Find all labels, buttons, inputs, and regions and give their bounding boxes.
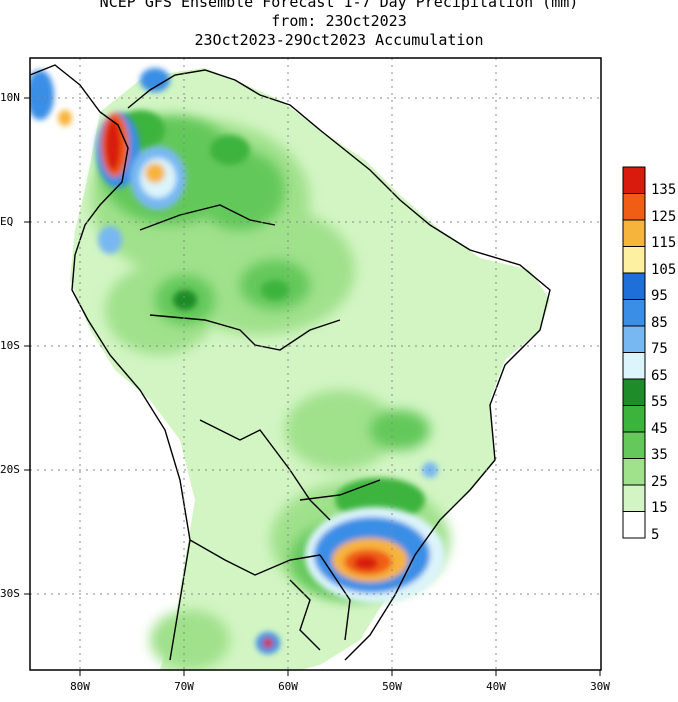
legend-label: 35 [651, 447, 668, 463]
legend-label: 115 [651, 235, 677, 251]
legend-label: 95 [651, 288, 668, 304]
lon-label-70w: 70W [174, 680, 194, 693]
legend-label: 75 [651, 341, 668, 357]
legend-swatch [622, 272, 646, 300]
lon-label-50w: 50W [382, 680, 402, 693]
legend-swatch [622, 246, 646, 274]
coastline-borders [30, 64, 551, 661]
legend-swatch [622, 219, 646, 247]
lon-label-40w: 40W [486, 680, 506, 693]
legend-label: 5 [651, 526, 660, 543]
legend-swatch [622, 405, 646, 433]
legend-label: 135 [651, 182, 677, 198]
accumulation-period: 23Oct2023-29Oct2023 Accumulation [194, 31, 484, 49]
legend-label: 55 [651, 394, 668, 410]
legend-swatch [622, 193, 646, 221]
lon-label-30w: 30W [590, 680, 610, 693]
lon-label-60w: 60W [278, 680, 298, 693]
legend-label: 25 [651, 473, 668, 490]
legend-swatch [622, 431, 646, 459]
forecast-start-date: from: 23Oct2023 [271, 12, 407, 30]
legend-label: 85 [651, 314, 668, 331]
legend-label: 125 [651, 208, 677, 225]
plot-area [30, 58, 601, 670]
legend-label: 45 [651, 420, 668, 437]
lat-label-eq: EQ [0, 215, 14, 228]
lat-label-30s: 30S [0, 587, 20, 600]
legend-swatch [622, 458, 646, 486]
legend-label: 65 [651, 367, 668, 384]
axis-ticks [24, 97, 601, 676]
map-title: NCEP GFS Ensemble Forecast 1-7 Day Preci… [99, 0, 579, 11]
legend-swatch [622, 484, 646, 512]
lat-label-10n: 10N [0, 91, 20, 104]
legend-swatch [622, 378, 646, 406]
colombia-heavy-rain [30, 68, 186, 254]
lon-label-80w: 80W [70, 680, 90, 693]
legend-swatch [622, 352, 646, 380]
lat-label-20s: 20S [0, 463, 20, 476]
legend-swatch [622, 166, 646, 194]
lat-label-10s: 10S [0, 339, 20, 352]
southern-brazil-heavy-rain [256, 462, 445, 654]
legend-swatch [622, 299, 646, 327]
legend-swatch [622, 325, 646, 353]
legend-swatch [622, 511, 646, 539]
color-legend [622, 166, 646, 539]
legend-label: 15 [651, 500, 668, 516]
legend-label: 105 [651, 261, 677, 278]
plot-frame [29, 57, 602, 671]
